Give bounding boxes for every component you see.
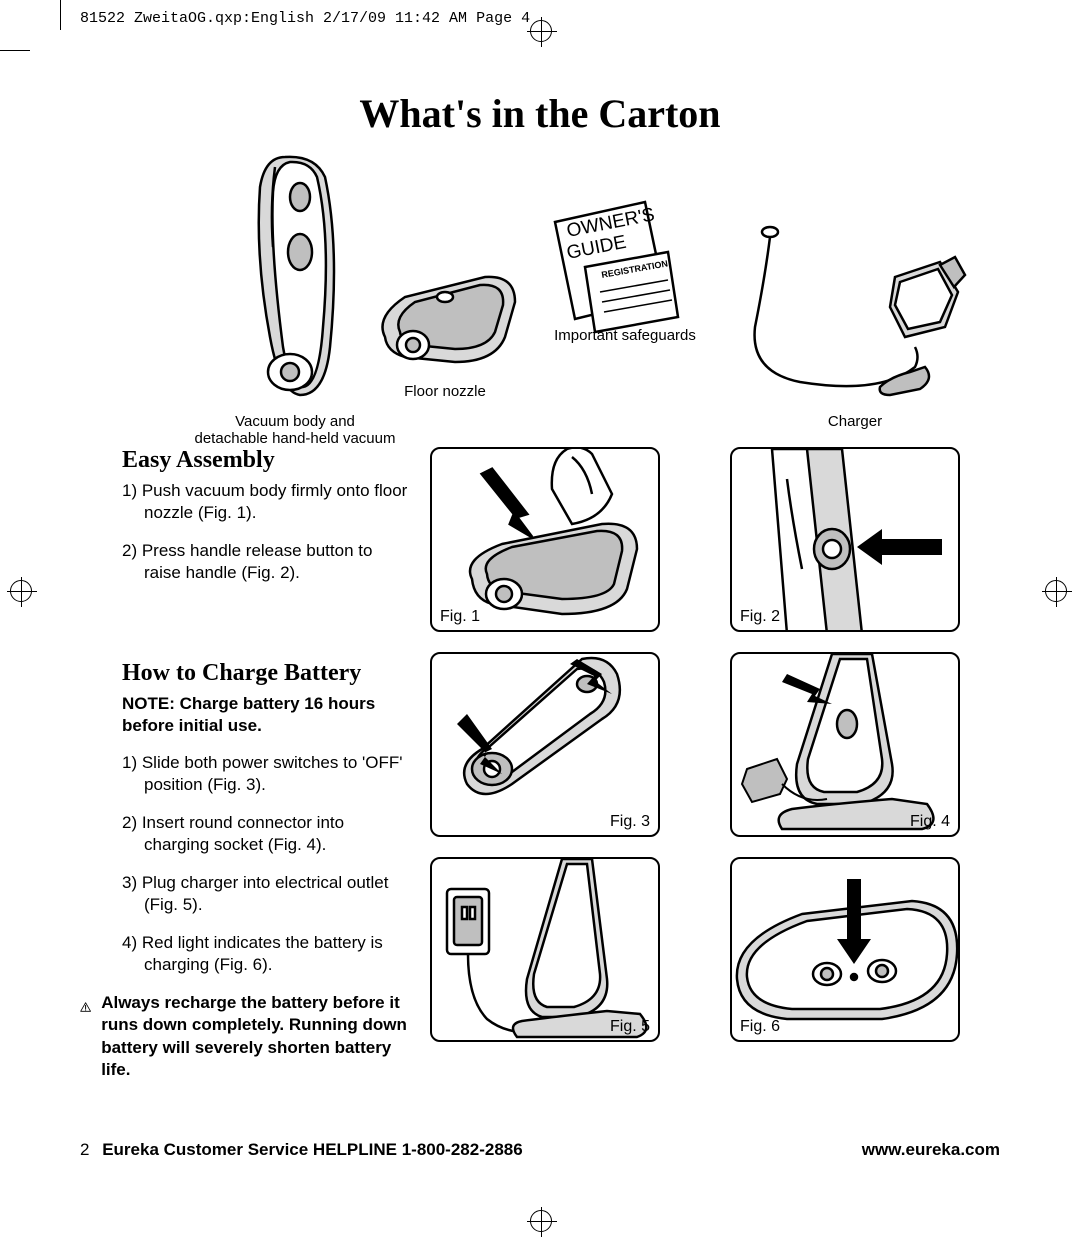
owners-guide-illustration: OWNER'S GUIDE REGISTRATION xyxy=(540,197,690,337)
helpline-text: Eureka Customer Service HELPLINE 1-800-2… xyxy=(102,1140,522,1159)
charge-step-4: 4) Red light indicates the battery is ch… xyxy=(122,932,410,976)
figure-6: Fig. 6 xyxy=(730,857,960,1042)
fig-6-label: Fig. 6 xyxy=(740,1018,780,1036)
floor-nozzle-label: Floor nozzle xyxy=(360,383,530,400)
charge-step-2: 2) Insert round connector into charging … xyxy=(122,812,410,856)
charge-step-1: 1) Slide both power switches to 'OFF' po… xyxy=(122,752,410,796)
assembly-step-2: 2) Press handle release button to raise … xyxy=(122,540,410,584)
carton-row: Vacuum body and detachable hand-held vac… xyxy=(80,147,1000,447)
fig-5-label: Fig. 5 xyxy=(610,1018,650,1036)
charge-step-3: 3) Plug charger into electrical outlet (… xyxy=(122,872,410,916)
print-meta-header: 81522 ZweitaOG.qxp:English 2/17/09 11:42… xyxy=(80,10,530,27)
charger-label: Charger xyxy=(740,413,970,430)
floor-nozzle-illustration xyxy=(365,267,525,377)
assembly-heading: Easy Assembly xyxy=(122,447,410,474)
figure-4: Fig. 4 xyxy=(730,652,960,837)
footer-url: www.eureka.com xyxy=(862,1140,1000,1160)
fig-3-label: Fig. 3 xyxy=(610,813,650,831)
vacuum-body-label: Vacuum body and detachable hand-held vac… xyxy=(170,413,420,447)
page-number: 2 xyxy=(80,1140,89,1159)
carton-charger: Charger xyxy=(740,217,970,430)
carton-floor-nozzle: Floor nozzle xyxy=(360,267,530,400)
page-footer: 2 Eureka Customer Service HELPLINE 1-800… xyxy=(80,1140,1000,1160)
charge-note: NOTE: Charge battery 16 hours before ini… xyxy=(122,693,410,737)
fig-1-label: Fig. 1 xyxy=(440,608,480,626)
page-title: What's in the Carton xyxy=(80,90,1000,137)
carton-owners-guide: OWNER'S GUIDE REGISTRATION Important saf… xyxy=(540,197,710,344)
charge-heading: How to Charge Battery xyxy=(122,660,410,687)
page-content: What's in the Carton Vacuum body and det… xyxy=(80,60,1000,1160)
charger-illustration xyxy=(740,217,970,407)
figure-2: Fig. 2 xyxy=(730,447,960,632)
figure-5: Fig. 5 xyxy=(430,857,660,1042)
assembly-step-1: 1) Push vacuum body firmly onto floor no… xyxy=(122,480,410,524)
vacuum-body-illustration xyxy=(215,147,375,407)
fig-2-label: Fig. 2 xyxy=(740,608,780,626)
warning-icon xyxy=(80,992,91,1022)
figure-1: Fig. 1 xyxy=(430,447,660,632)
fig-4-label: Fig. 4 xyxy=(910,813,950,831)
figure-3: Fig. 3 xyxy=(430,652,660,837)
charge-warning: Always recharge the battery before it ru… xyxy=(101,992,410,1080)
